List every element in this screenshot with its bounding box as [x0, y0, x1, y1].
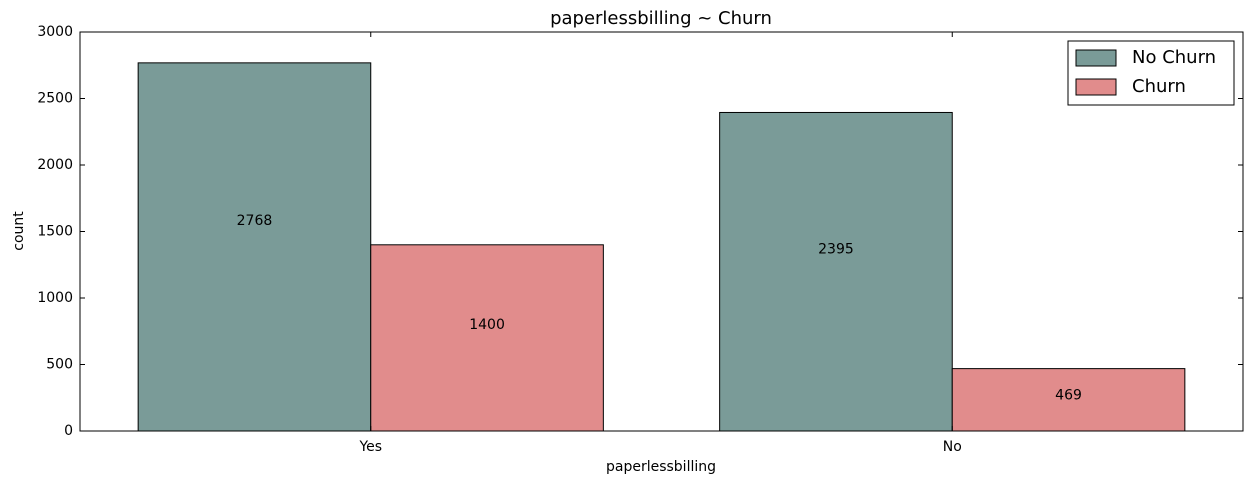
data-label-churn-yes: 1400 — [469, 317, 505, 333]
y-tick-label: 1500 — [37, 224, 73, 240]
y-tick-label: 2000 — [37, 157, 73, 173]
bars-group — [137, 62, 1186, 432]
legend-swatch-no-churn — [1075, 49, 1117, 67]
y-tick-label: 3000 — [37, 24, 73, 40]
y-axis: 0 500 1000 1500 2000 2500 3000 — [37, 24, 1243, 439]
legend: No Churn Churn — [1067, 40, 1235, 106]
legend-label-churn: Churn — [1132, 76, 1186, 97]
chart-title: paperlessbilling ~ Churn — [550, 8, 772, 29]
bar-churn-yes — [370, 244, 604, 432]
data-label-churn-no: 469 — [1055, 387, 1082, 403]
legend-label-no-churn: No Churn — [1132, 47, 1216, 68]
x-tick-label: No — [943, 439, 962, 455]
data-label-no-churn-no: 2395 — [818, 241, 854, 257]
y-tick-label: 1000 — [37, 290, 73, 306]
y-axis-label: count — [11, 211, 27, 251]
y-tick-label: 0 — [64, 423, 73, 439]
x-axis-label: paperlessbilling — [606, 459, 716, 475]
y-tick-label: 2500 — [37, 91, 73, 107]
y-tick-label: 500 — [46, 357, 73, 373]
bar-no-churn-yes — [137, 62, 372, 432]
legend-swatch-churn — [1075, 78, 1117, 96]
bar-no-churn-no — [719, 111, 953, 432]
data-labels-group: 2768 1400 2395 469 — [237, 213, 1082, 403]
data-label-no-churn-yes: 2768 — [237, 213, 273, 229]
bar-churn-no — [951, 368, 1186, 432]
x-axis: Yes No — [358, 32, 962, 455]
x-tick-label: Yes — [358, 439, 382, 455]
